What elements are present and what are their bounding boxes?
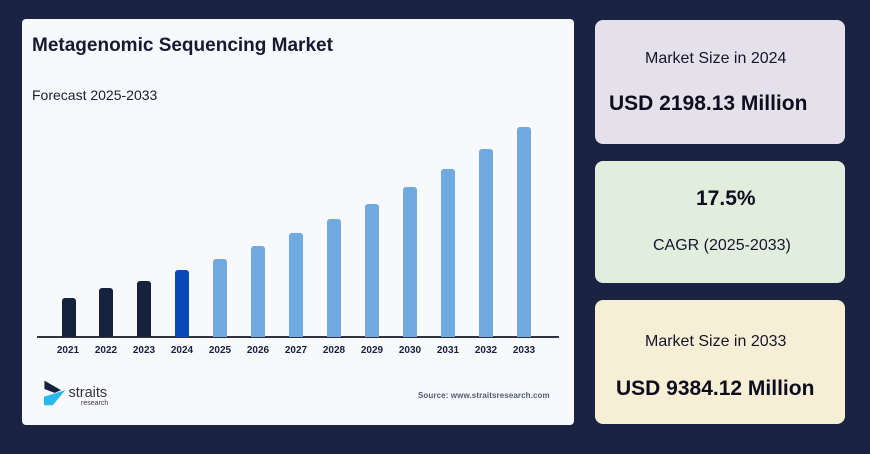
svg-text:straits: straits: [69, 385, 108, 401]
svg-text:research: research: [81, 400, 108, 407]
